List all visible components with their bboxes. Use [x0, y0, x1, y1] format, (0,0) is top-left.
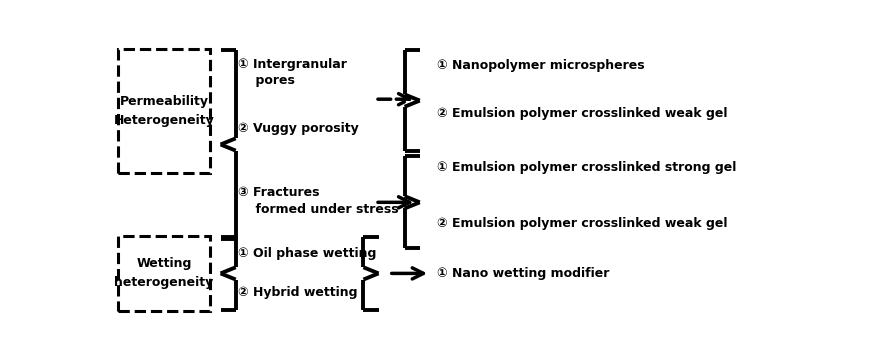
Text: ② Emulsion polymer crosslinked weak gel: ② Emulsion polymer crosslinked weak gel	[437, 107, 727, 119]
Text: ① Nanopolymer microspheres: ① Nanopolymer microspheres	[437, 59, 644, 72]
Text: ① Oil phase wetting: ① Oil phase wetting	[237, 247, 377, 260]
Bar	[118, 236, 210, 311]
Text: ① Nano wetting modifier: ① Nano wetting modifier	[437, 267, 610, 280]
Text: ① Intergranular
    pores: ① Intergranular pores	[237, 58, 346, 88]
Text: ② Emulsion polymer crosslinked weak gel: ② Emulsion polymer crosslinked weak gel	[437, 217, 727, 230]
Text: Permeability
Heterogeneity: Permeability Heterogeneity	[113, 95, 214, 127]
Text: ① Emulsion polymer crosslinked strong gel: ① Emulsion polymer crosslinked strong ge…	[437, 161, 736, 174]
Bar	[118, 49, 210, 173]
Text: ② Hybrid wetting: ② Hybrid wetting	[237, 286, 357, 299]
Text: Wetting
heterogeneity: Wetting heterogeneity	[114, 257, 214, 289]
Text: ② Vuggy porosity: ② Vuggy porosity	[237, 122, 359, 135]
Text: ③ Fractures
    formed under stress: ③ Fractures formed under stress	[237, 186, 399, 216]
